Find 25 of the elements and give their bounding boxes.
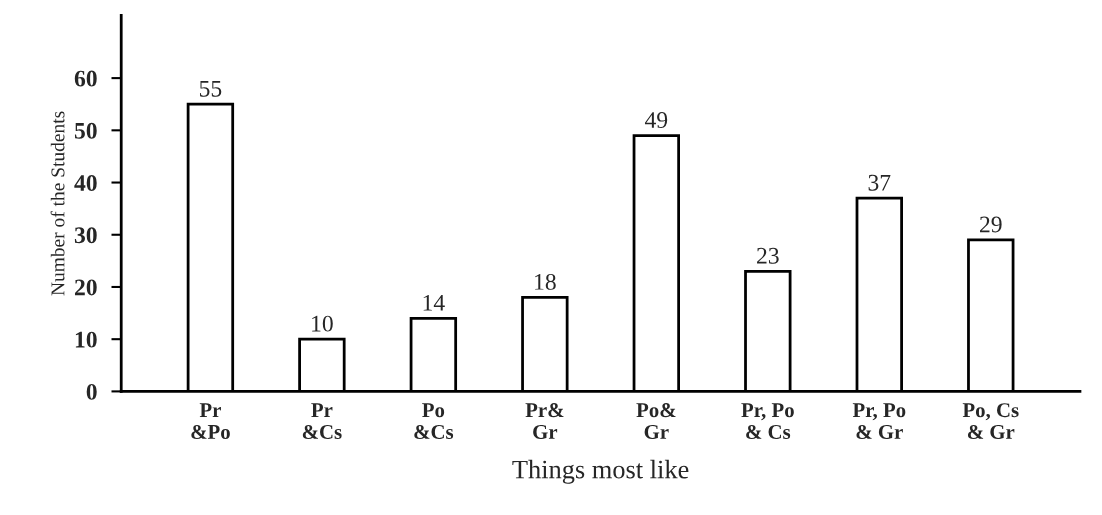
y-tick-label: 10 [75,331,97,348]
y-tick-label: 60 [74,70,97,87]
y-tick-label: 40 [74,175,97,191]
y-axis-title: Number of the Students [50,111,65,296]
data-label: 37 [868,174,891,191]
x-tick-label: Pr, Po & Cs [741,403,794,439]
data-label: 14 [423,294,445,311]
data-label: 55 [199,80,222,97]
y-tick-label: 20 [74,279,97,296]
data-label: 18 [535,273,556,290]
y-tick-label: 0 [86,383,97,400]
x-axis-title: Things most like [512,459,689,484]
x-tick-label: Pr &Po [191,403,230,439]
x-tick-label: Po &Cs [414,403,454,439]
x-tick-label: Pr& Gr [525,403,564,439]
x-tick-label: Po& Gr [636,403,676,439]
y-tick-label: 30 [74,227,97,244]
data-label: 10 [312,315,333,332]
data-label: 23 [757,247,779,264]
y-tick-label: 50 [74,122,97,139]
data-label: 29 [980,216,1002,233]
x-tick-label: Pr &Cs [302,403,342,439]
x-tick-label: Po, Cs & Gr [962,403,1019,439]
x-tick-label: Pr, Po & Gr [852,403,906,439]
data-label: 49 [644,112,668,128]
